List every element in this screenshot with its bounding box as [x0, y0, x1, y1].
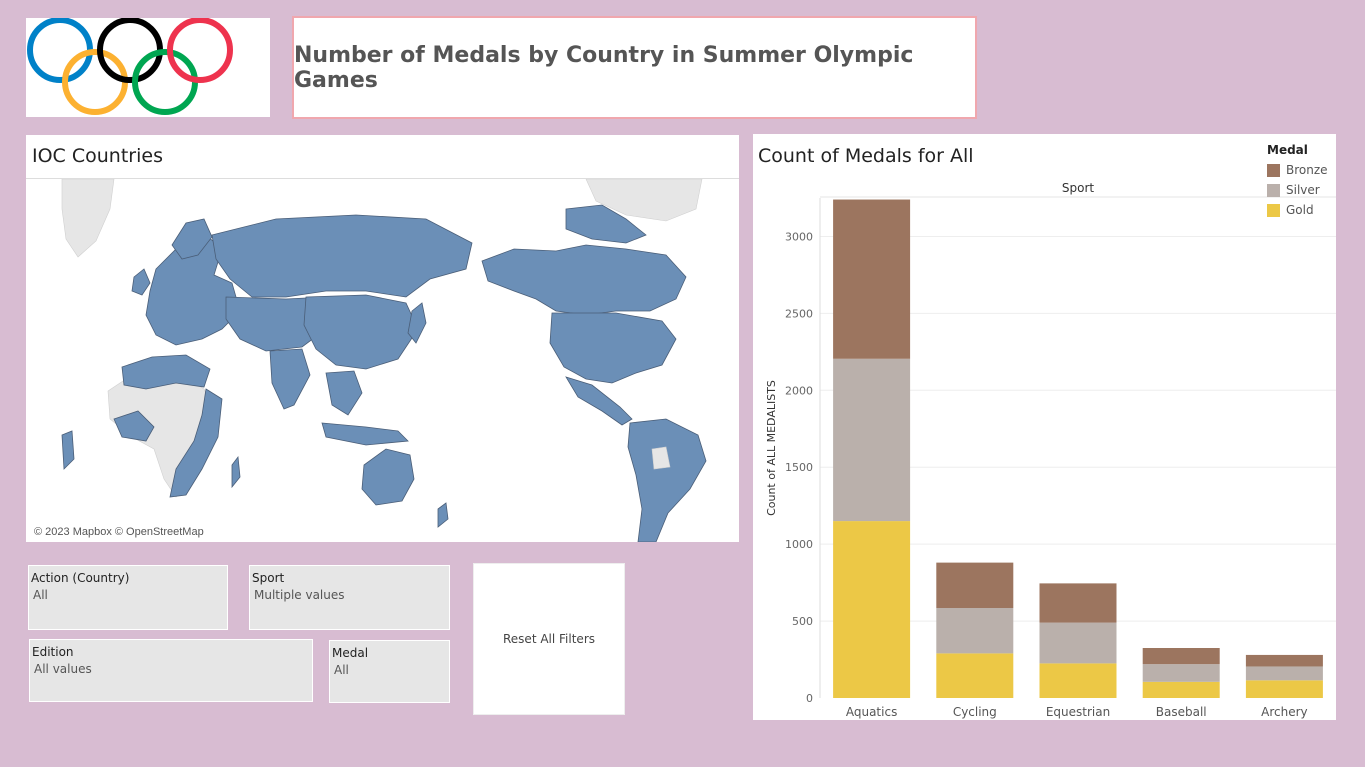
y-tick-label: 2000 [785, 384, 813, 397]
y-tick-label: 0 [806, 692, 813, 705]
bar-segment-silver [1245, 666, 1323, 681]
edition-filter-label: Edition [32, 645, 74, 659]
legend-item-gold[interactable]: Gold [1267, 200, 1328, 220]
map-panel: IOC Countries [26, 135, 739, 542]
legend-item-bronze[interactable]: Bronze [1267, 160, 1328, 180]
y-axis-label: Count of ALL MEDALISTS [765, 380, 778, 516]
edition-filter[interactable]: Edition All values [29, 639, 313, 702]
japan-land[interactable] [407, 302, 427, 344]
map-attribution: © 2023 Mapbox © OpenStreetMap [34, 526, 204, 538]
new-zealand-land[interactable] [437, 502, 449, 528]
dashboard-title-box: Number of Medals by Country in Summer Ol… [292, 16, 977, 119]
medal-chart-panel: Sport 0 500 1000 1500 2000 2500 3000 Count of AL… [753, 134, 1336, 720]
legend-label: Bronze [1286, 163, 1328, 177]
south-america-land[interactable] [627, 418, 707, 542]
legend-swatch [1267, 203, 1280, 217]
bar-segment-gold [1142, 681, 1220, 698]
china-land[interactable] [303, 294, 419, 370]
bar-segment-bronze [833, 199, 911, 359]
y-tick-label: 500 [792, 615, 813, 628]
bar-segment-silver [833, 358, 911, 522]
edition-filter-value[interactable]: All values [34, 662, 92, 676]
olympic-rings-icon [27, 17, 233, 115]
madagascar-land[interactable] [231, 455, 241, 489]
y-tick-label: 1500 [785, 461, 813, 474]
olympic-ring [62, 49, 128, 115]
legend-label: Gold [1286, 203, 1314, 217]
medal-filter[interactable]: Medal All [329, 640, 450, 703]
olympic-ring [167, 17, 233, 83]
medal-filter-label: Medal [332, 646, 369, 660]
chart-header-label: Sport [1062, 181, 1095, 195]
medal-filter-value[interactable]: All [334, 663, 349, 677]
usa-land[interactable] [549, 312, 677, 384]
reset-all-filters-button[interactable]: Reset All Filters [473, 563, 625, 715]
alaska-canada-land[interactable] [481, 244, 687, 316]
medal-legend: Medal Bronze Silver Gold [1267, 143, 1328, 220]
bar-segment-silver [1039, 622, 1117, 664]
olympic-ring [132, 49, 198, 115]
map-title-divider [26, 178, 739, 179]
country-filter-value[interactable]: All [33, 588, 48, 602]
chart-title: Count of Medals for All [758, 145, 974, 167]
x-tick-label: Archery [1261, 705, 1308, 719]
east-africa-land[interactable] [169, 388, 223, 498]
olympic-rings-logo [26, 17, 270, 117]
x-tick-label: Baseball [1156, 705, 1207, 719]
west-africa-land[interactable] [113, 410, 155, 442]
arctic-land [585, 179, 703, 222]
bar-segment-gold [833, 521, 911, 698]
y-tick-label: 1000 [785, 538, 813, 551]
indonesia-land[interactable] [321, 422, 409, 446]
arctic-islands-land[interactable] [565, 204, 647, 244]
india-land[interactable] [269, 348, 311, 410]
sport-filter-label: Sport [252, 571, 285, 585]
legend-swatch [1267, 163, 1280, 177]
bar-segment-silver [1142, 664, 1220, 682]
central-asia-land[interactable] [225, 296, 327, 352]
bar-segment-bronze [1039, 583, 1117, 623]
bar-segment-bronze [1245, 654, 1323, 667]
legend-item-silver[interactable]: Silver [1267, 180, 1328, 200]
x-tick-label: Aquatics [846, 705, 897, 719]
mexico-central-america-land[interactable] [565, 376, 633, 426]
southeast-asia-land[interactable] [325, 370, 363, 416]
legend-title: Medal [1267, 143, 1308, 157]
south-america-west-fragment[interactable] [61, 430, 75, 470]
world-map[interactable]: © 2023 Mapbox © OpenStreetMap [26, 179, 739, 542]
bar-segment-gold [1245, 680, 1323, 698]
uk-land[interactable] [131, 268, 151, 296]
russia-land[interactable] [211, 214, 473, 298]
australia-land[interactable] [361, 448, 415, 506]
legend-swatch [1267, 183, 1280, 197]
sport-filter[interactable]: Sport Multiple values [249, 565, 450, 630]
world-map-canvas[interactable] [26, 179, 739, 542]
legend-label: Silver [1286, 183, 1320, 197]
bar-segment-bronze [1142, 648, 1220, 665]
olympic-ring [97, 17, 163, 83]
bar-segment-gold [936, 653, 1014, 698]
bar-segment-bronze [936, 562, 1014, 608]
greenland-land [61, 179, 115, 258]
y-tick-label: 3000 [785, 230, 813, 243]
north-africa-land[interactable] [121, 354, 211, 390]
y-tick-label: 2500 [785, 307, 813, 320]
olympic-ring [27, 17, 93, 83]
country-filter-label: Action (Country) [31, 571, 130, 585]
map-title: IOC Countries [32, 145, 163, 167]
bar-segment-silver [936, 608, 1014, 654]
x-tick-label: Cycling [953, 705, 997, 719]
bar-segment-gold [1039, 663, 1117, 698]
gray-patch [651, 446, 671, 470]
x-tick-label: Equestrian [1046, 705, 1110, 719]
medal-bar-chart: Sport 0 500 1000 1500 2000 2500 3000 Count of AL… [765, 181, 1336, 719]
dashboard-title: Number of Medals by Country in Summer Ol… [294, 42, 914, 93]
country-filter[interactable]: Action (Country) All [28, 565, 228, 630]
sport-filter-value[interactable]: Multiple values [254, 588, 345, 602]
